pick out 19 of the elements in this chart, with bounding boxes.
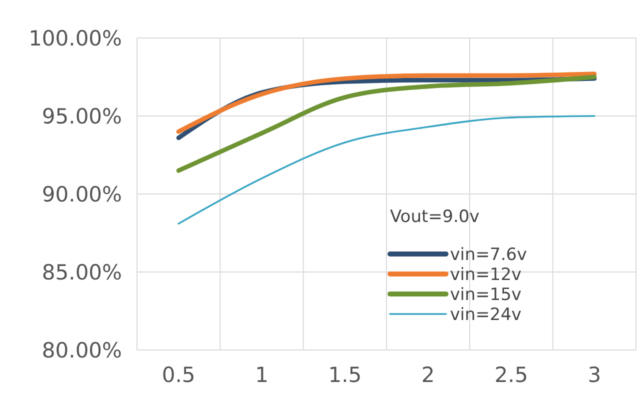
- line-series: [176, 72, 597, 134]
- x-tick-label: 3: [588, 363, 602, 387]
- legend-label: vin=12v: [450, 264, 522, 285]
- y-tick-label: 100.00%: [28, 26, 122, 50]
- legend-label: vin=15v: [450, 284, 522, 305]
- x-tick-label: 0.5: [162, 363, 196, 387]
- legend-label: vin=7.6v: [450, 244, 527, 265]
- y-tick-label: 85.00%: [42, 260, 122, 284]
- y-tick-label: 95.00%: [42, 104, 122, 128]
- x-tick-label: 1: [255, 363, 268, 387]
- x-tick-label: 2.5: [494, 363, 528, 387]
- legend-label: vin=24v: [450, 304, 522, 325]
- x-tick-label: 2: [421, 363, 435, 387]
- line-series: [176, 74, 597, 173]
- legend-title: Vout=9.0v: [390, 207, 480, 227]
- y-tick-label: 90.00%: [42, 182, 122, 206]
- y-tick-label: 80.00%: [42, 338, 122, 362]
- x-tick-label: 1.5: [328, 363, 362, 387]
- line-series: [178, 115, 596, 225]
